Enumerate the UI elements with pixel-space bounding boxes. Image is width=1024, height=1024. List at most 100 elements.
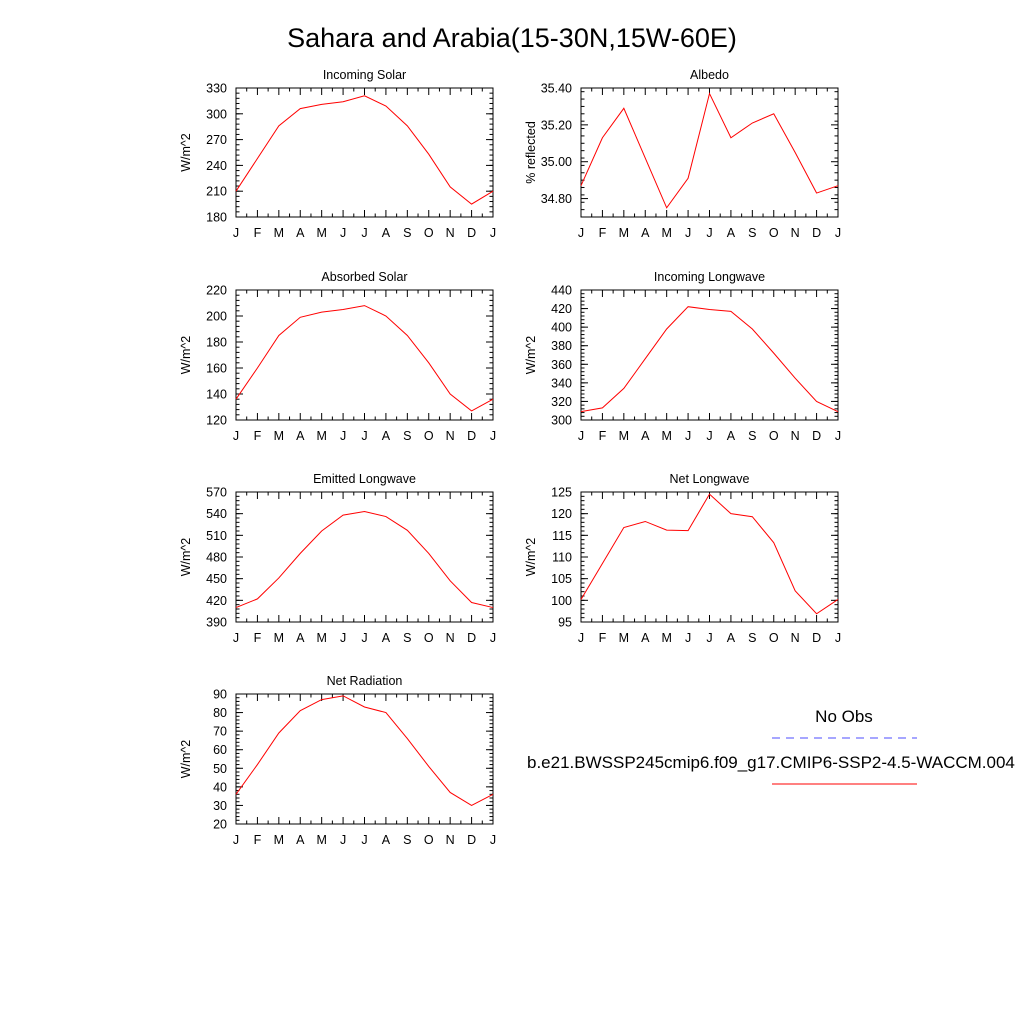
net-longwave-xtick-label: J [835, 631, 841, 645]
net-longwave-title: Net Longwave [670, 472, 750, 486]
incoming-longwave-xtick-label: J [706, 429, 712, 443]
emitted-longwave-xtick-label: A [296, 631, 305, 645]
incoming-solar-xtick-label: O [424, 226, 434, 240]
net-longwave-ytick-label: 125 [551, 486, 572, 500]
net-radiation-ytick-label: 40 [213, 780, 227, 794]
emitted-longwave-xtick-label: M [316, 631, 326, 645]
incoming-longwave-xtick-label: J [578, 429, 584, 443]
absorbed-solar-ytick-label: 140 [206, 388, 227, 402]
absorbed-solar-ytick-label: 200 [206, 310, 227, 324]
incoming-solar-xtick-label: D [467, 226, 476, 240]
emitted-longwave-xtick-label: J [233, 631, 239, 645]
net-radiation-ytick-label: 90 [213, 688, 227, 702]
incoming-longwave-xtick-label: F [599, 429, 607, 443]
net-longwave-xtick-label: F [599, 631, 607, 645]
albedo-xtick-label: N [791, 226, 800, 240]
absorbed-solar-ytick-label: 180 [206, 336, 227, 350]
absorbed-solar-plot-frame [235, 289, 494, 421]
emitted-longwave-ylabel: W/m^2 [179, 538, 193, 577]
net-radiation-xtick-label: M [274, 833, 284, 847]
net-longwave-xtick-label: M [619, 631, 629, 645]
net-radiation-xtick-label: N [446, 833, 455, 847]
incoming-longwave-ytick-label: 360 [551, 358, 572, 372]
incoming-longwave-xtick-label: M [619, 429, 629, 443]
net-radiation-ytick-label: 60 [213, 743, 227, 757]
emitted-longwave-xtick-label: M [274, 631, 284, 645]
absorbed-solar-series-line [235, 305, 494, 412]
absorbed-solar-ytick-label: 160 [206, 362, 227, 376]
net-longwave-ytick-label: 105 [551, 572, 572, 586]
incoming-solar-xtick-label: F [254, 226, 262, 240]
net-radiation-xtick-label: J [490, 833, 496, 847]
net-longwave-ytick-label: 100 [551, 594, 572, 608]
albedo-series-line [580, 92, 839, 209]
incoming-longwave-ytick-label: 340 [551, 376, 572, 390]
net-radiation-ytick-label: 50 [213, 762, 227, 776]
emitted-longwave-xtick-label: O [424, 631, 434, 645]
incoming-solar-xtick-label: J [361, 226, 367, 240]
absorbed-solar-xtick-label: M [316, 429, 326, 443]
net-longwave-series-line [580, 493, 839, 615]
net-longwave-xtick-label: J [706, 631, 712, 645]
emitted-longwave-xtick-label: A [382, 631, 391, 645]
absorbed-solar-xtick-label: J [490, 429, 496, 443]
incoming-solar-ytick-label: 180 [206, 211, 227, 225]
albedo-xtick-label: F [599, 226, 607, 240]
albedo-xtick-label: J [835, 226, 841, 240]
absorbed-solar-ytick-label: 120 [206, 414, 227, 428]
incoming-longwave-xtick-label: O [769, 429, 779, 443]
emitted-longwave-ytick-label: 570 [206, 486, 227, 500]
albedo-ytick-label: 34.80 [541, 192, 572, 206]
incoming-solar-xtick-label: A [296, 226, 305, 240]
albedo-plot-frame [580, 87, 839, 218]
incoming-solar-xtick-label: J [340, 226, 346, 240]
net-longwave-ytick-label: 120 [551, 507, 572, 521]
incoming-solar-xtick-label: J [233, 226, 239, 240]
net-longwave-xtick-label: A [641, 631, 650, 645]
incoming-solar-ytick-label: 210 [206, 185, 227, 199]
incoming-solar-plot-frame [235, 87, 494, 218]
absorbed-solar-xtick-label: O [424, 429, 434, 443]
absorbed-solar-xtick-label: A [382, 429, 391, 443]
net-longwave-ytick-label: 110 [552, 551, 572, 565]
net-radiation-series-line [235, 695, 494, 807]
incoming-solar-xtick-label: M [274, 226, 284, 240]
incoming-longwave-xtick-label: N [791, 429, 800, 443]
incoming-longwave-xtick-label: J [685, 429, 691, 443]
incoming-longwave-xtick-label: D [812, 429, 821, 443]
emitted-longwave-ytick-label: 540 [206, 507, 227, 521]
incoming-solar-ytick-label: 270 [206, 133, 227, 147]
incoming-longwave-ytick-label: 440 [551, 284, 572, 298]
incoming-longwave-xtick-label: A [727, 429, 736, 443]
incoming-solar-ytick-label: 300 [206, 107, 227, 121]
net-radiation-plot-frame [235, 693, 494, 825]
incoming-longwave-ytick-label: 400 [551, 321, 572, 335]
absorbed-solar-xtick-label: J [233, 429, 239, 443]
emitted-longwave-xtick-label: J [340, 631, 346, 645]
albedo-ylabel: % reflected [524, 121, 538, 184]
net-radiation-xtick-label: M [316, 833, 326, 847]
absorbed-solar-ytick-label: 220 [206, 284, 227, 298]
emitted-longwave-series-line [235, 510, 494, 609]
emitted-longwave-ytick-label: 510 [206, 529, 227, 543]
net-radiation-ylabel: W/m^2 [179, 740, 193, 779]
incoming-solar-xtick-label: M [316, 226, 326, 240]
albedo-xtick-label: M [661, 226, 671, 240]
incoming-longwave-xtick-label: J [835, 429, 841, 443]
net-longwave-plot-frame [580, 491, 839, 623]
net-radiation-xtick-label: F [254, 833, 262, 847]
incoming-longwave-ytick-label: 320 [551, 395, 572, 409]
incoming-solar-title: Incoming Solar [323, 68, 406, 82]
legend-model-label: b.e21.BWSSP245cmip6.f09_g17.CMIP6-SSP2-4… [527, 753, 1015, 772]
emitted-longwave-xtick-label: J [490, 631, 496, 645]
emitted-longwave-ytick-label: 450 [206, 572, 227, 586]
absorbed-solar-xtick-label: D [467, 429, 476, 443]
net-radiation-ytick-label: 80 [213, 706, 227, 720]
albedo-ytick-label: 35.20 [541, 118, 572, 132]
incoming-longwave-title: Incoming Longwave [654, 270, 765, 284]
